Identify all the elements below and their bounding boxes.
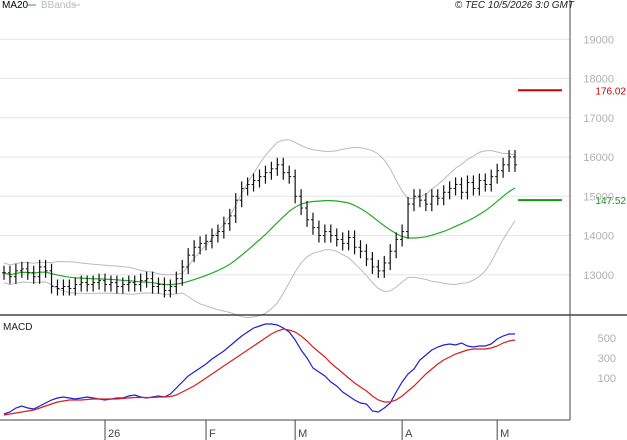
price-levels: 176.02 147.52 [518,86,626,207]
x-tick-label: M [298,428,307,440]
macd-lines [3,323,516,416]
ma20-path [3,187,516,286]
macd-y-tick-label: 300 [598,353,616,365]
y-tick-label: 15000 [583,191,614,203]
signal-line [3,328,516,416]
macd-label: MACD [3,322,32,333]
resistance-level-label: 176.02 [595,86,626,97]
x-tick-label: A [405,428,413,440]
legend-ma20: MA20 [2,0,29,11]
copyright-timestamp: © TEC 10/5/2026 3:0 GMT [455,0,575,11]
upper-band-line [3,139,516,276]
x-tick-label: M [500,428,509,440]
y-tick-label: 14000 [583,231,614,243]
macd-y-axis: 500 300 100 [598,333,616,385]
legend-bbands: BBands [41,0,76,11]
y-tick-label: 16000 [583,152,614,164]
y-tick-label: 17000 [583,113,614,125]
x-tick-label: 26 [108,428,120,440]
y-tick-label: 18000 [583,74,614,86]
ma20-line [3,187,516,286]
y-tick-label: 13000 [583,270,614,282]
support-level-label: 147.52 [595,196,626,207]
macd-line [3,323,515,415]
y-tick-label: 19000 [583,34,614,46]
macd-y-tick-label: 100 [598,373,616,385]
x-tick-label: F [209,428,216,440]
price-gridlines [0,38,570,276]
price-y-axis: 19000 18000 17000 16000 15000 14000 13000 [583,34,614,282]
price-bars [2,149,517,298]
x-axis: 26 F M A M [104,420,509,440]
macd-y-tick-label: 500 [598,333,616,345]
